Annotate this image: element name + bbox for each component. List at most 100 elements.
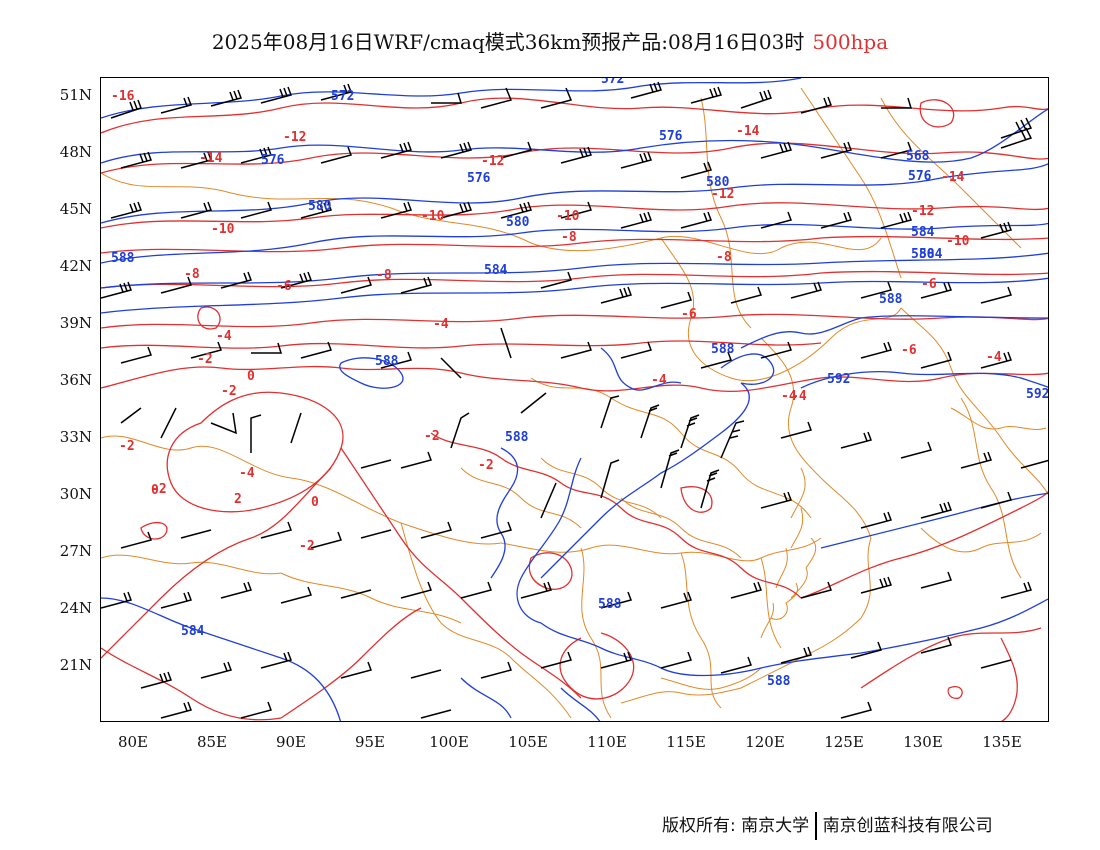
- height-label: 592: [827, 372, 850, 387]
- copyright-footer: 版权所有: 南京大学 南京创蓝科技有限公司: [662, 811, 993, 840]
- temp-label: 0: [247, 369, 255, 384]
- temp-label: -4: [791, 389, 807, 404]
- chart-title: 2025年08月16日WRF/cmaq模式36km预报产品:08月16日03时 5…: [0, 26, 1100, 55]
- temp-label: -2: [119, 439, 135, 454]
- height-label: 580: [911, 247, 935, 262]
- height-label: 588: [879, 292, 903, 307]
- height-label: 588: [598, 597, 622, 612]
- height-label: 588: [111, 251, 135, 266]
- temp-label: -14: [199, 151, 223, 166]
- lat-label: 39N: [59, 314, 92, 332]
- lat-label: 30N: [59, 485, 92, 503]
- height-label: 588: [711, 342, 735, 357]
- title-level: 500hpa: [812, 30, 889, 54]
- temp-label: -12: [711, 187, 734, 202]
- height-label: 592: [1026, 387, 1049, 402]
- lat-label: 45N: [59, 200, 92, 218]
- temp-label: -2: [197, 352, 213, 367]
- temp-label: -4: [651, 373, 667, 388]
- copyright-left: 版权所有: 南京大学: [662, 816, 810, 836]
- lon-label: 80E: [117, 733, 149, 751]
- lon-label: 135E: [982, 733, 1022, 751]
- temp-label: -2: [424, 429, 440, 444]
- temp-label: -8: [184, 267, 200, 282]
- temp-label: -8: [561, 230, 577, 245]
- height-label: 576: [908, 169, 932, 184]
- lat-label: 24N: [59, 599, 92, 617]
- temp-label: -4: [216, 329, 232, 344]
- lon-label: 105E: [508, 733, 548, 751]
- height-label: 584: [181, 624, 205, 639]
- height-label: 576: [467, 171, 491, 186]
- temp-label: -2: [299, 539, 315, 554]
- height-label: 576: [659, 129, 683, 144]
- height-label: 576: [261, 153, 285, 168]
- temp-label: -4: [239, 466, 255, 481]
- lon-label: 125E: [824, 733, 864, 751]
- title-main: 2025年08月16日WRF/cmaq模式36km预报产品:08月16日03时: [211, 30, 805, 54]
- map-panel: 572 572 576 576 576 580 580 580 568 576 …: [100, 77, 1049, 722]
- temp-label: -14: [941, 170, 965, 185]
- temp-label: -2: [221, 384, 237, 399]
- height-label: 568: [906, 149, 930, 164]
- temp-label: -4: [433, 317, 449, 332]
- lon-label: 115E: [666, 733, 706, 751]
- height-label: 584: [911, 225, 935, 240]
- height-labels: 572 572 576 576 576 580 580 580 568 576 …: [111, 78, 1049, 689]
- height-label: 588: [505, 430, 529, 445]
- temp-label: -10: [211, 222, 235, 237]
- lon-label: 120E: [745, 733, 785, 751]
- height-label: 580: [308, 199, 332, 214]
- lon-label: 130E: [903, 733, 943, 751]
- temp-label: -2: [151, 482, 167, 497]
- footer-divider: [815, 812, 817, 840]
- height-label: 580: [506, 215, 530, 230]
- lon-label: 100E: [429, 733, 469, 751]
- wind-barbs: [101, 81, 1048, 719]
- height-label: 588: [375, 354, 399, 369]
- temp-label: -4: [986, 350, 1002, 365]
- temp-label: -6: [901, 343, 917, 358]
- temp-labels: -16 -12 -14 -12 -14 -10 -10 -12 -8 -10 -…: [111, 89, 1002, 554]
- temp-label: -10: [421, 209, 445, 224]
- height-label: 572: [331, 89, 354, 104]
- temp-label: -16: [111, 89, 135, 104]
- temp-label: -14: [736, 124, 760, 139]
- lat-label: 48N: [59, 143, 92, 161]
- temperature-contours: [101, 97, 1048, 721]
- temp-label: -6: [276, 279, 292, 294]
- temp-label: 0: [311, 495, 319, 510]
- height-label: 572: [601, 78, 624, 87]
- temp-label: -2: [478, 458, 494, 473]
- temp-label: -6: [681, 307, 697, 322]
- copyright-right: 南京创蓝科技有限公司: [822, 816, 993, 836]
- lon-label: 95E: [354, 733, 386, 751]
- lat-label: 42N: [59, 257, 92, 275]
- lon-label: 90E: [275, 733, 307, 751]
- temp-label: -10: [946, 234, 970, 249]
- height-contours: [101, 78, 1048, 721]
- lat-label: 27N: [59, 542, 92, 560]
- lat-label: 21N: [59, 656, 92, 674]
- height-label: 588: [767, 674, 791, 689]
- borders: [101, 87, 1048, 719]
- temp-label: -10: [556, 209, 580, 224]
- temp-label: -4: [781, 389, 797, 404]
- temp-label: -12: [481, 154, 504, 169]
- lat-label: 51N: [59, 86, 92, 104]
- lon-label: 110E: [587, 733, 627, 751]
- lon-label: 85E: [196, 733, 228, 751]
- temp-label: 0: [151, 483, 159, 498]
- temp-label: 2: [234, 492, 242, 507]
- lat-label: 36N: [59, 371, 92, 389]
- height-label: 580: [706, 175, 730, 190]
- lat-label: 33N: [59, 428, 92, 446]
- temp-label: -12: [283, 130, 306, 145]
- temp-label: -6: [921, 277, 937, 292]
- temp-label: -12: [911, 204, 934, 219]
- height-label: 584: [919, 247, 943, 262]
- temp-label: -8: [376, 268, 392, 283]
- temp-label: -8: [716, 250, 732, 265]
- map-svg: 572 572 576 576 576 580 580 580 568 576 …: [101, 78, 1049, 721]
- height-label: 584: [484, 263, 508, 278]
